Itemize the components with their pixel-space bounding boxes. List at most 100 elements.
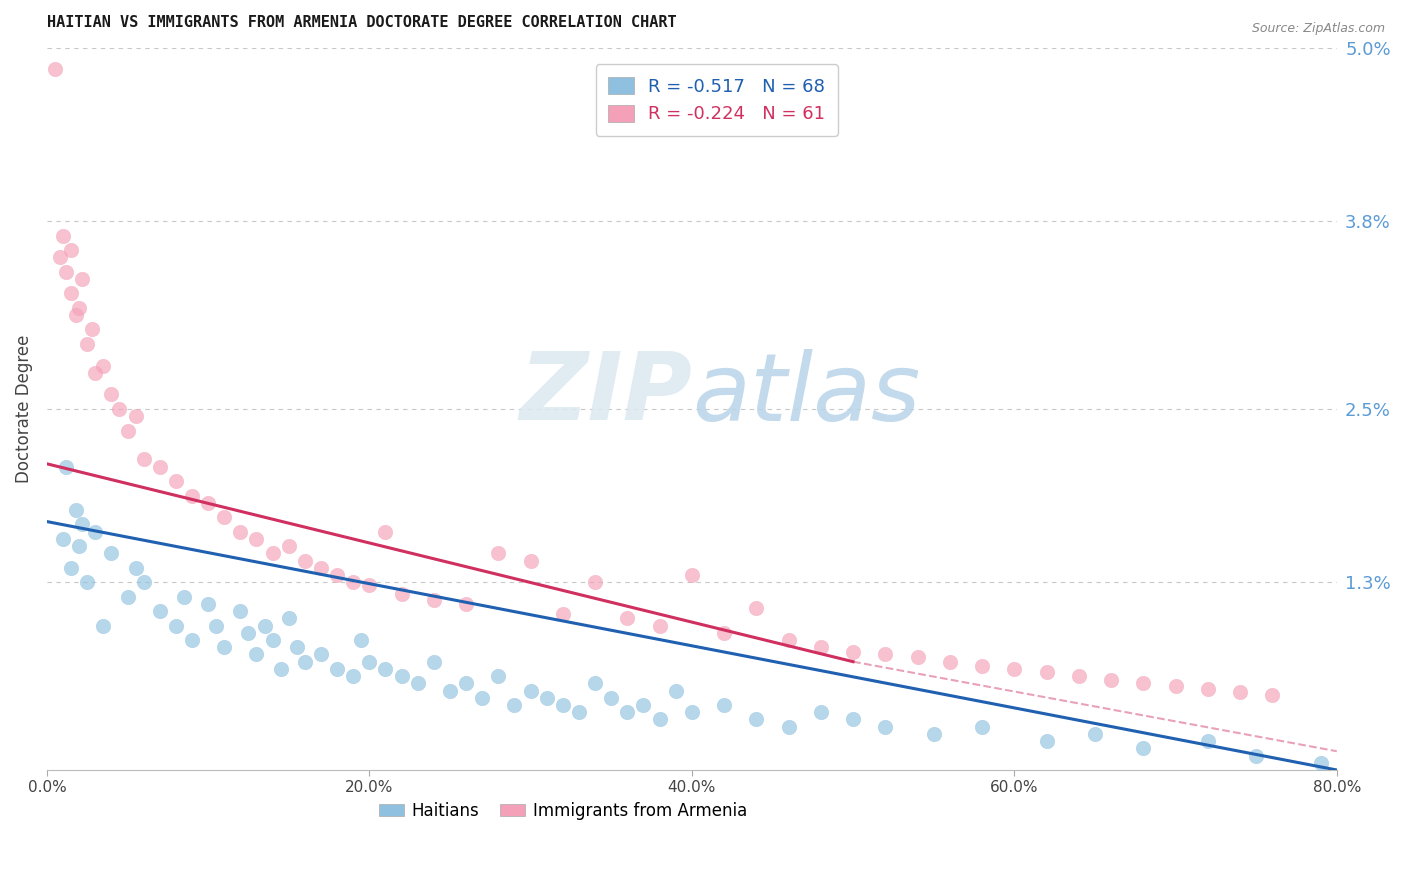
Point: [52, 228, 75, 243]
Point: [91, 359, 114, 373]
Point: [277, 539, 299, 553]
Point: [229, 604, 252, 618]
Point: [44, 62, 66, 77]
Point: [1132, 676, 1154, 690]
Point: [262, 632, 284, 647]
Point: [52, 532, 75, 546]
Point: [67, 539, 90, 553]
Point: [681, 568, 703, 582]
Point: [80, 322, 103, 336]
Point: [132, 452, 155, 467]
Point: [471, 690, 494, 705]
Point: [633, 698, 655, 712]
Point: [76, 337, 98, 351]
Point: [374, 524, 396, 539]
Point: [262, 546, 284, 560]
Point: [568, 705, 591, 719]
Point: [391, 669, 413, 683]
Point: [84, 524, 107, 539]
Point: [117, 424, 139, 438]
Point: [309, 648, 332, 662]
Point: [326, 568, 349, 582]
Point: [456, 676, 478, 690]
Point: [907, 650, 929, 665]
Point: [536, 690, 558, 705]
Point: [1035, 734, 1057, 748]
Point: [1164, 679, 1187, 693]
Point: [285, 640, 308, 655]
Point: [681, 705, 703, 719]
Point: [778, 720, 800, 734]
Point: [648, 618, 671, 632]
Point: [212, 640, 235, 655]
Point: [1244, 748, 1267, 763]
Point: [1035, 665, 1057, 679]
Text: HAITIAN VS IMMIGRANTS FROM ARMENIA DOCTORATE DEGREE CORRELATION CHART: HAITIAN VS IMMIGRANTS FROM ARMENIA DOCTO…: [46, 15, 676, 30]
Point: [875, 720, 897, 734]
Point: [391, 587, 413, 601]
Point: [374, 662, 396, 676]
Point: [1261, 688, 1284, 702]
Point: [100, 546, 122, 560]
Point: [406, 676, 429, 690]
Point: [326, 662, 349, 676]
Point: [439, 683, 461, 698]
Point: [181, 632, 204, 647]
Point: [165, 474, 187, 488]
Text: ZIP: ZIP: [519, 349, 692, 441]
Point: [212, 510, 235, 524]
Point: [778, 632, 800, 647]
Point: [84, 366, 107, 380]
Point: [1067, 669, 1090, 683]
Point: [359, 655, 381, 669]
Point: [423, 655, 446, 669]
Point: [922, 727, 945, 741]
Point: [1197, 734, 1219, 748]
Point: [197, 496, 219, 510]
Point: [165, 618, 187, 632]
Point: [1084, 727, 1107, 741]
Point: [49, 250, 72, 264]
Point: [1197, 682, 1219, 697]
Point: [583, 575, 606, 590]
Point: [65, 308, 87, 322]
Point: [1132, 741, 1154, 756]
Point: [197, 597, 219, 611]
Point: [342, 669, 364, 683]
Point: [875, 648, 897, 662]
Point: [842, 644, 865, 658]
Point: [76, 575, 98, 590]
Point: [245, 648, 267, 662]
Point: [583, 676, 606, 690]
Point: [108, 401, 131, 416]
Point: [551, 607, 574, 621]
Point: [270, 662, 292, 676]
Point: [60, 286, 83, 301]
Point: [616, 611, 638, 625]
Point: [810, 640, 832, 655]
Point: [124, 409, 146, 424]
Point: [55, 459, 77, 474]
Point: [1229, 685, 1251, 699]
Point: [245, 532, 267, 546]
Point: [132, 575, 155, 590]
Point: [970, 720, 993, 734]
Point: [294, 553, 316, 567]
Point: [423, 592, 446, 607]
Point: [486, 546, 509, 560]
Text: Source: ZipAtlas.com: Source: ZipAtlas.com: [1251, 22, 1385, 36]
Point: [149, 459, 172, 474]
Point: [181, 489, 204, 503]
Point: [55, 265, 77, 279]
Point: [205, 618, 228, 632]
Y-axis label: Doctorate Degree: Doctorate Degree: [15, 334, 32, 483]
Point: [1309, 756, 1331, 770]
Point: [294, 655, 316, 669]
Point: [72, 517, 94, 532]
Point: [65, 503, 87, 517]
Point: [713, 625, 735, 640]
Point: [1002, 662, 1025, 676]
Point: [665, 683, 688, 698]
Point: [100, 387, 122, 401]
Point: [648, 713, 671, 727]
